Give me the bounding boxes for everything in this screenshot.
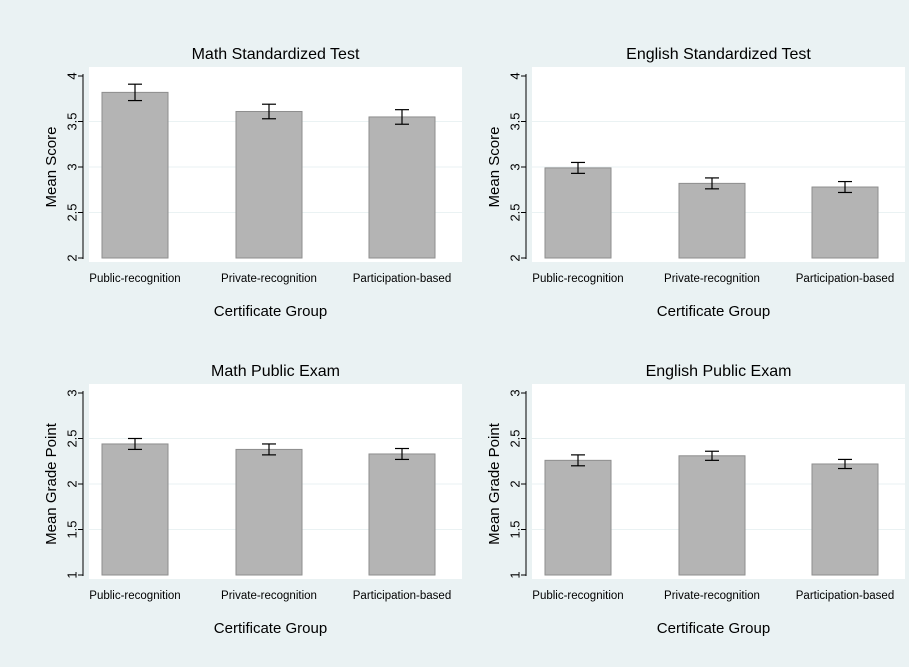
x-tick-label: Private-recognition — [664, 273, 760, 285]
x-tick-label: Participation-based — [353, 273, 451, 285]
y-tick-label: 1.5 — [64, 520, 79, 538]
bar — [368, 453, 436, 576]
y-tick-label: 3 — [507, 163, 522, 170]
bar — [811, 463, 879, 576]
x-tick-label: Private-recognition — [664, 590, 760, 602]
chart-title: Math Public Exam — [211, 363, 340, 380]
x-tick-label: Participation-based — [796, 590, 894, 602]
y-tick-label: 1 — [507, 571, 522, 578]
y-tick-label: 2 — [64, 254, 79, 261]
y-tick-label: 3.5 — [507, 112, 522, 130]
bar — [811, 186, 879, 259]
y-tick-label: 1 — [64, 571, 79, 578]
x-axis-label: Certificate Group — [657, 620, 770, 637]
bar — [678, 455, 746, 576]
chart-title: English Standardized Test — [626, 46, 811, 63]
y-tick-label: 2.5 — [64, 203, 79, 221]
chart-panel: 1 1.5 2 2.5 3 Mean Grade Point English Public … — [486, 363, 905, 637]
y-tick-label: 3 — [64, 389, 79, 396]
x-tick-label: Public-recognition — [532, 273, 623, 285]
chart-panel: 2 2.5 3 3.5 4 Mean Score English Standardized … — [486, 46, 905, 320]
y-axis-label: Mean Grade Point — [486, 422, 503, 545]
y-tick-label: 2.5 — [507, 203, 522, 221]
y-tick-label: 3 — [507, 389, 522, 396]
x-tick-label: Public-recognition — [532, 590, 623, 602]
chart-title: Math Standardized Test — [192, 46, 360, 63]
chart-title: English Public Exam — [646, 363, 792, 380]
y-tick-label: 2 — [64, 480, 79, 487]
y-tick-label: 2.5 — [64, 429, 79, 447]
x-tick-label: Public-recognition — [89, 590, 180, 602]
bar — [101, 443, 169, 576]
bar — [235, 110, 303, 259]
bar — [368, 116, 436, 259]
y-axis-label: Mean Grade Point — [43, 422, 60, 545]
x-axis-label: Certificate Group — [657, 303, 770, 320]
chart-panel: 2 2.5 3 3.5 4 Mean Score Math Standardized Tes… — [43, 46, 462, 320]
bar — [544, 167, 612, 259]
chart-panel: 1 1.5 2 2.5 3 Mean Grade Point Math Public Exa… — [43, 363, 462, 637]
y-tick-label: 3 — [64, 163, 79, 170]
x-tick-label: Participation-based — [353, 590, 451, 602]
bar — [101, 91, 169, 259]
x-axis-label: Certificate Group — [214, 620, 327, 637]
y-axis-label: Mean Score — [486, 127, 503, 208]
y-tick-label: 4 — [64, 72, 79, 79]
bar — [544, 459, 612, 576]
x-tick-label: Private-recognition — [221, 590, 317, 602]
x-tick-label: Private-recognition — [221, 273, 317, 285]
y-tick-label: 3.5 — [64, 112, 79, 130]
bar — [235, 448, 303, 576]
x-tick-label: Participation-based — [796, 273, 894, 285]
x-axis-label: Certificate Group — [214, 303, 327, 320]
y-tick-label: 4 — [507, 72, 522, 79]
y-axis-label: Mean Score — [43, 127, 60, 208]
y-tick-label: 1.5 — [507, 520, 522, 538]
y-tick-label: 2 — [507, 254, 522, 261]
bar — [678, 182, 746, 259]
y-tick-label: 2 — [507, 480, 522, 487]
x-tick-label: Public-recognition — [89, 273, 180, 285]
y-tick-label: 2.5 — [507, 429, 522, 447]
